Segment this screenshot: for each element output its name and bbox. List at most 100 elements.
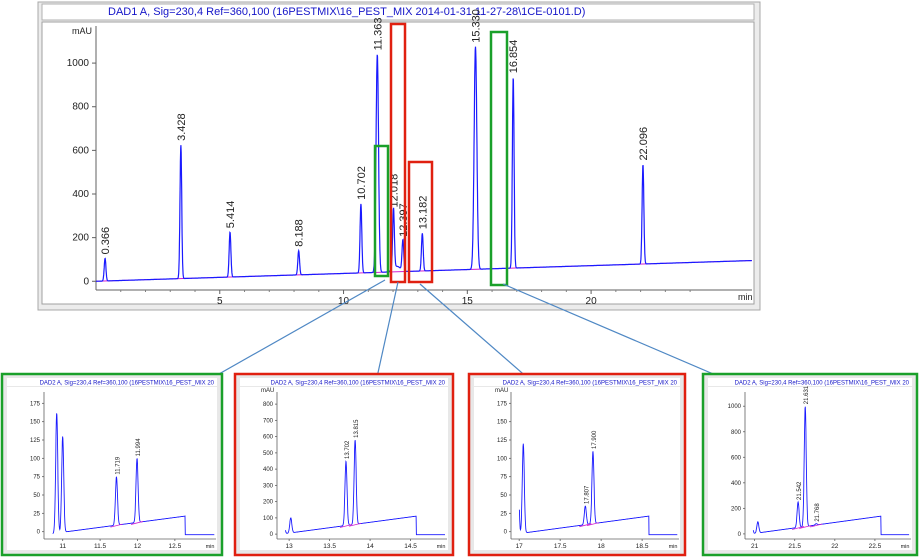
zoom-panel-title: DAD2 A, Sig=230,4 Ref=360,100 (16PESTMIX… <box>735 381 910 387</box>
zoom-y-tick-label: 400 <box>263 467 274 473</box>
zoom-peak-label: 13.815 <box>354 419 360 438</box>
zoom-integration-mark <box>586 522 600 527</box>
main-x-tick-label: 10 <box>338 296 350 307</box>
main-x-unit: min <box>738 292 753 302</box>
zoom-y-unit: mAU <box>261 388 274 394</box>
zoom-y-tick-label: 75 <box>33 475 40 481</box>
zoom-panel-plot-area <box>7 387 217 550</box>
main-peak-label: 8.188 <box>294 219 306 247</box>
main-peak-label: 3.428 <box>176 113 188 141</box>
zoom-peak-label: 21.768 <box>815 503 821 522</box>
zoom-panel-plot-area <box>474 387 680 550</box>
main-y-tick-label: 600 <box>72 145 89 156</box>
main-peak-label: 10.702 <box>356 166 368 200</box>
zoom-panel-title-bar <box>708 378 912 386</box>
zoom-integration-mark <box>799 525 812 529</box>
zoom-y-tick-label: 0 <box>504 530 508 536</box>
zoom-y-tick-label: 300 <box>263 483 274 489</box>
zoom-integration-mark <box>791 526 805 530</box>
zoom-y-tick-label: 400 <box>731 481 742 487</box>
zoom-x-tick-label: 12.5 <box>169 543 182 550</box>
zoom-y-tick-label: 50 <box>500 493 507 499</box>
main-peak-labels: 0.3663.4285.4148.18810.70211.36312.01812… <box>100 9 650 254</box>
zoom-panel-title: DAD2 A, Sig=230,4 Ref=360,100 (16PESTMIX… <box>271 381 446 387</box>
main-y-tick-label: 1000 <box>67 58 90 69</box>
zoom-y-tick-label: 150 <box>497 420 508 426</box>
main-peak-label: 5.414 <box>225 201 237 229</box>
zoom-y-tick-label: 0 <box>270 532 274 538</box>
main-y-unit: mAU <box>72 26 92 36</box>
zoom-y-tick-label: 125 <box>30 438 41 444</box>
main-peak-label: 0.366 <box>100 227 112 255</box>
main-peak-label: 11.363 <box>372 18 384 51</box>
zoom-x-tick-label: 17.5 <box>554 543 567 550</box>
zoom-peak-label: 13.702 <box>345 440 351 459</box>
zoom-x-tick-label: 14 <box>366 543 374 550</box>
zoom-peak-label: 17.807 <box>584 485 590 504</box>
zoom-panel-title-bar <box>7 378 217 386</box>
zoom-x-tick-label: min <box>901 544 910 550</box>
main-x-tick-label: 5 <box>217 296 223 307</box>
zoom-integration-mark <box>810 523 823 528</box>
zoom-y-tick-label: 1000 <box>728 404 742 410</box>
main-signal-trace <box>96 46 752 282</box>
highlight-boxes <box>373 22 509 287</box>
main-y-tick-label: 200 <box>72 233 89 244</box>
zoom-y-tick-label: 100 <box>30 456 41 462</box>
highlight-box-10-702 <box>373 144 390 278</box>
zoom-panel-title-bar <box>240 378 448 386</box>
zoom-signal-trace <box>752 406 910 536</box>
zoom-x-tick-label: 18.5 <box>636 543 649 550</box>
zoom-signal-trace <box>285 440 445 536</box>
zoom-y-tick-label: 175 <box>497 401 508 407</box>
zoom-x-tick-label: 17 <box>516 543 524 550</box>
zoom-y-tick-label: 700 <box>263 418 274 424</box>
main-x-ticks: 5 10 15 20 <box>120 290 691 307</box>
zoom-peak-label: 21.542 <box>797 481 803 500</box>
main-y-tick-label: 0 <box>83 276 89 287</box>
highlight-box-12-018 <box>407 160 434 284</box>
zoom-x-tick-label: min <box>437 544 446 550</box>
zoom-integration-mark <box>110 523 123 528</box>
zoom-x-tick-label: 21 <box>751 543 759 550</box>
zoom-panel-4: DAD2 A, Sig=230,4 Ref=360,100 (16PESTMIX… <box>701 372 919 557</box>
zoom-panel-title-bar <box>474 378 680 386</box>
zoom-panel-3: DAD2 A, Sig=230,4 Ref=360,100 (16PESTMIX… <box>467 372 687 557</box>
zoom-x-tick-label: 13.5 <box>323 543 336 550</box>
main-peak-label: 16.854 <box>508 40 520 74</box>
zoom-x-tick-label: 22.5 <box>869 543 882 550</box>
zoom-y-tick-label: 0 <box>37 530 41 536</box>
zoom-y-tick-label: 150 <box>30 420 41 426</box>
main-y-ticks: 0 200 400 600 800 1000 <box>67 58 96 287</box>
main-title: DAD1 A, Sig=230,4 Ref=360,100 (16PESTMIX… <box>108 6 585 18</box>
zoom-y-tick-label: 800 <box>263 402 274 408</box>
zoom-x-tick-label: 13 <box>286 543 294 550</box>
main-plot-area <box>41 21 755 305</box>
zoom-y-tick-label: 75 <box>500 475 507 481</box>
main-y-tick-label: 800 <box>72 102 89 113</box>
zoom-panel-title: DAD2 A, Sig=230,4 Ref=360,100 (16PESTMIX… <box>40 381 215 387</box>
zoom-y-tick-label: 50 <box>33 493 40 499</box>
zoom-y-tick-label: 0 <box>738 532 742 538</box>
zoom-x-tick-label: 14.5 <box>404 543 417 550</box>
zoom-peak-label: 21.631 <box>804 385 810 404</box>
zoom-panel-2: DAD2 A, Sig=230,4 Ref=360,100 (16PESTMIX… <box>233 372 455 557</box>
zoom-peak-label: 11.719 <box>115 456 121 475</box>
zoom-x-tick-label: 11.5 <box>94 543 107 550</box>
zoom-y-tick-label: 100 <box>497 456 508 462</box>
zoom-y-tick-label: 25 <box>33 511 40 517</box>
main-peak-label: 13.182 <box>417 196 429 230</box>
zoom-y-tick-label: 125 <box>497 438 508 444</box>
zoom-y-tick-label: 175 <box>30 401 41 407</box>
zoom-panel-plot-area <box>240 387 448 550</box>
zoom-y-unit: mAU <box>495 388 508 394</box>
zoom-signal-trace <box>52 413 215 536</box>
zoom-integration-mark <box>339 524 353 528</box>
zoom-x-tick-label: min <box>206 544 215 550</box>
zoom-x-tick-label: 11 <box>59 543 66 550</box>
zoom-x-tick-label: 12 <box>134 543 142 550</box>
zoom-integration-mark <box>349 522 362 527</box>
main-chart-window: DAD1 A, Sig=230,4 Ref=360,100 (16PESTMIX… <box>37 1 761 311</box>
zoom-y-tick-label: 200 <box>731 506 742 512</box>
main-title-bar <box>41 3 755 21</box>
